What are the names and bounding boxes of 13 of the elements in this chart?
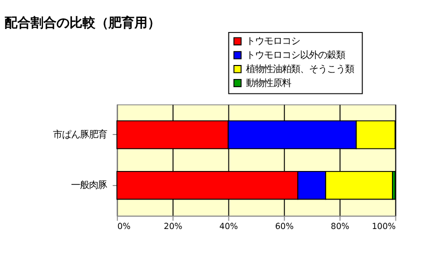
x-tick-label: 20% [164, 221, 182, 232]
y-tick-label: 一般肉豚 [71, 180, 108, 192]
chart-title: 配合割合の比較（肥育用） [4, 14, 161, 31]
legend-label: トウモロコシ以外の穀類 [246, 50, 345, 61]
x-tick-label: 60% [275, 221, 294, 232]
legend-label: 植物性油粕類、そうこう類 [246, 64, 354, 75]
x-tick-label: 40% [219, 221, 238, 232]
y-tick-label: 市ぱん豚肥育 [53, 130, 108, 141]
legend-label: トウモロコシ [246, 36, 300, 48]
x-tick-label: 80% [330, 221, 350, 232]
x-tick-label: 100% [372, 221, 396, 232]
x-tick-label: 0% [117, 221, 131, 232]
legend-label: 動物性原料 [246, 78, 291, 89]
